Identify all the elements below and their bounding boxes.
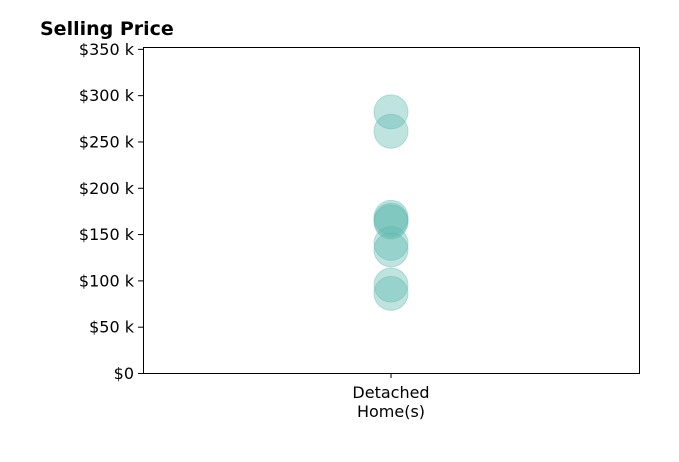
y-tick-label: $300 k xyxy=(79,86,135,105)
data-point xyxy=(373,113,409,149)
data-point xyxy=(373,225,409,261)
y-tick-label: $100 k xyxy=(79,271,135,290)
y-tick-label: $350 k xyxy=(79,40,135,59)
x-tick-label-line: Home(s) xyxy=(357,402,425,421)
data-point xyxy=(373,232,409,268)
x-axis: Detached Home(s) xyxy=(352,373,430,421)
data-point xyxy=(373,94,409,130)
x-tick-label-line: Detached xyxy=(352,383,429,402)
data-point xyxy=(373,267,409,303)
y-tick-label: $250 k xyxy=(79,132,135,151)
data-point xyxy=(373,204,409,240)
y-tick-label: $150 k xyxy=(79,225,135,244)
data-point xyxy=(373,199,409,235)
data-point xyxy=(373,275,409,311)
x-tick-label: Detached Home(s) xyxy=(352,383,429,421)
y-tick-label: $0 xyxy=(114,364,134,383)
y-axis: $0 $50 k $100 k $150 k $200 k $250 k $300 k $35… xyxy=(79,40,143,383)
y-tick-label: $200 k xyxy=(79,179,135,198)
chart-title: Selling Price xyxy=(40,18,174,40)
data-point xyxy=(373,202,409,238)
y-tick-label: $50 k xyxy=(89,318,135,337)
plot-area xyxy=(373,94,409,311)
